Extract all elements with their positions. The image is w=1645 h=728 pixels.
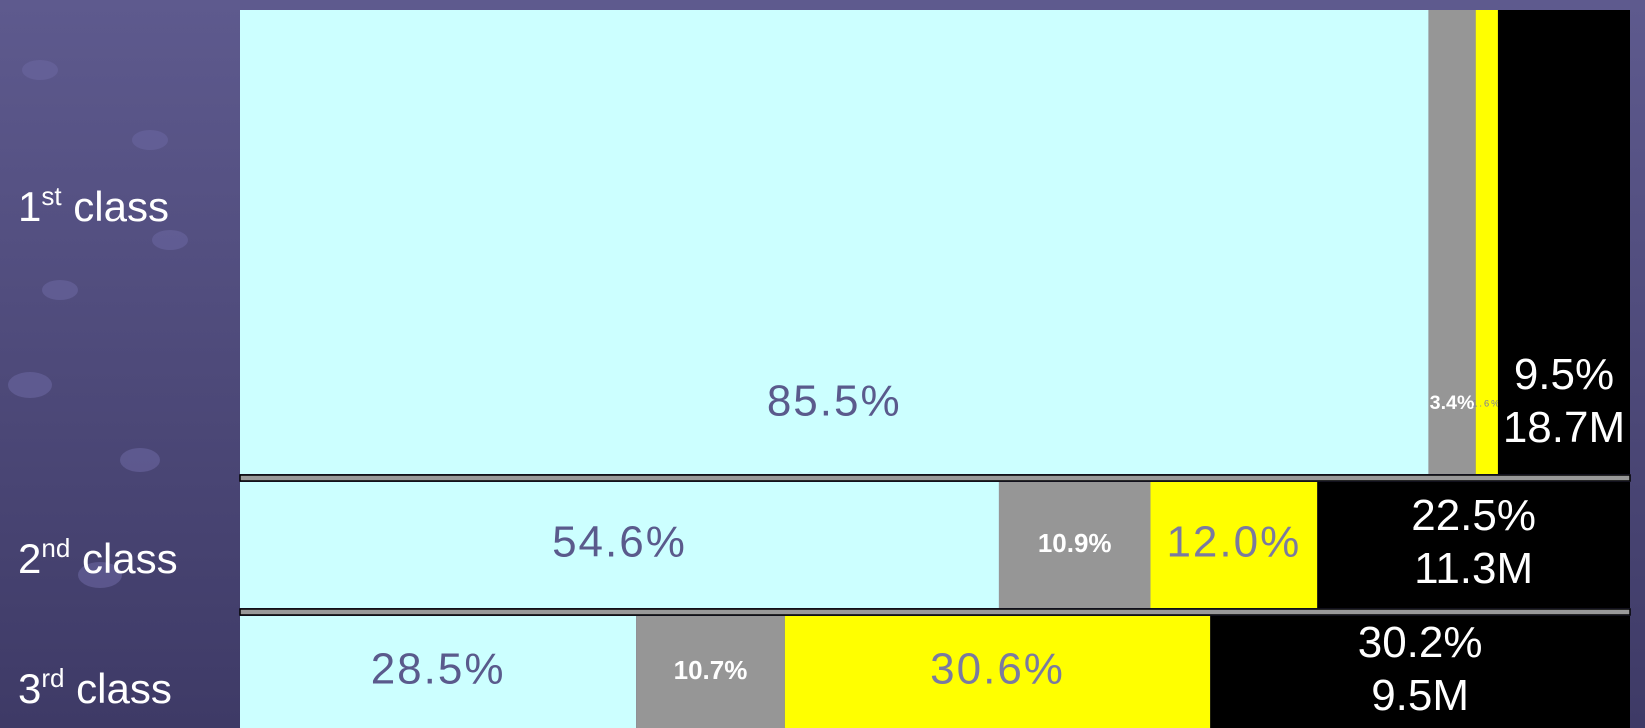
segment — [1210, 616, 1630, 728]
segment — [240, 616, 637, 728]
value-label: 22.5% — [1411, 491, 1536, 540]
value-label: 10.9% — [1038, 528, 1112, 558]
segment — [1150, 482, 1318, 608]
annotation: 9.5M — [1371, 671, 1469, 720]
value-label: 30.2% — [1358, 618, 1483, 667]
value-label: 9.5% — [1514, 350, 1614, 399]
value-label: 85.5% — [767, 377, 902, 426]
segment — [784, 616, 1211, 728]
value-label: 28.5% — [371, 645, 506, 694]
segment — [240, 482, 999, 608]
segment — [1317, 482, 1630, 608]
value-label: 30.6% — [930, 645, 1065, 694]
value-label: 1.6% — [1472, 398, 1501, 408]
segment — [1428, 10, 1476, 474]
segment — [1497, 10, 1630, 474]
value-label: 10.7% — [674, 655, 748, 685]
value-label: 54.6% — [552, 518, 687, 567]
segment — [636, 616, 785, 728]
segment — [1475, 10, 1498, 474]
value-label: 3.4% — [1430, 392, 1475, 414]
category-label: 3rd class — [18, 663, 172, 712]
annotation: 18.7M — [1503, 403, 1625, 452]
annotation: 11.3M — [1414, 544, 1533, 593]
value-label: 12.0% — [1166, 518, 1301, 567]
segment — [998, 482, 1151, 608]
category-label: 1st class — [18, 181, 169, 230]
category-label: 2nd class — [18, 533, 178, 582]
separator — [239, 474, 1631, 482]
segment — [240, 10, 1429, 474]
separator — [239, 608, 1631, 616]
